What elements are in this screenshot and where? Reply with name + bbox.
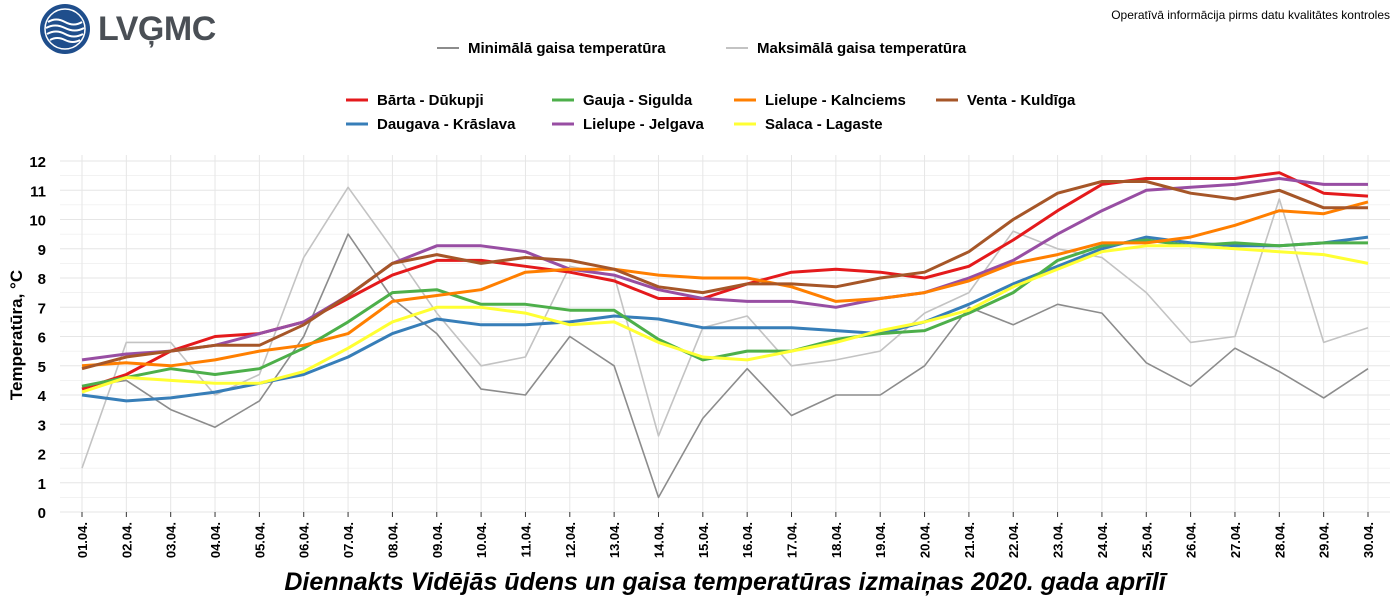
legend-label: Maksimālā gaisa temperatūra [757, 40, 967, 57]
x-tick-label: 09.04. [430, 522, 445, 558]
legend-label: Venta - Kuldīga [967, 92, 1076, 109]
series-line-venta-kuldiga [81, 180, 1368, 371]
grid [60, 155, 1390, 513]
x-tick-label: 28.04. [1272, 522, 1287, 558]
series-line-lielupe-kalnciems [81, 200, 1369, 368]
x-tick-label: 23.04. [1051, 522, 1066, 558]
y-tick-label: 1 [38, 476, 46, 493]
series-line-salaca-lagaste [81, 244, 1369, 394]
x-tick-label: 04.04. [208, 522, 223, 558]
x-tick-label: 18.04. [829, 522, 844, 558]
x-tick-label: 11.04. [518, 522, 533, 557]
y-axis-label: Temperatūra, °C [7, 270, 26, 400]
y-tick-label: 2 [38, 447, 46, 464]
legend-label: Bārta - Dūkupji [377, 92, 484, 109]
air-temperature-lines [81, 186, 1369, 499]
x-tick-label: 01.04. [75, 522, 90, 558]
x-tick-label: 17.04. [785, 522, 800, 558]
x-tick-label: 20.04. [918, 522, 933, 558]
y-tick-label: 7 [38, 300, 46, 317]
y-tick-label: 9 [38, 242, 46, 259]
x-tick-label: 29.04. [1317, 522, 1332, 558]
x-tick-label: 27.04. [1228, 522, 1243, 558]
y-tick-label: 3 [38, 417, 46, 434]
x-tick-label: 22.04. [1006, 522, 1021, 558]
legend-label: Lielupe - Kalnciems [765, 92, 906, 109]
legend-label: Gauja - Sigulda [583, 92, 693, 109]
series-line-lielupe-jelgava [81, 177, 1368, 362]
x-tick-label: 03.04. [164, 522, 179, 558]
y-tick-label: 10 [29, 213, 46, 230]
legend-label: Lielupe - Jelgava [583, 116, 705, 133]
x-tick-label: 06.04. [297, 522, 312, 558]
x-tick-label: 24.04. [1095, 522, 1110, 558]
y-tick-label: 5 [38, 359, 46, 376]
logo-text: LVĢMC [98, 9, 216, 48]
x-tick-label: 14.04. [651, 522, 666, 558]
y-tick-label: 11 [30, 183, 46, 200]
x-tick-label: 15.04. [696, 522, 711, 558]
x-tick-label: 13.04. [607, 522, 622, 558]
x-tick-label: 16.04. [740, 522, 755, 558]
legend: Minimālā gaisa temperatūra Maksimālā gais… [346, 40, 1076, 133]
x-tick-label: 19.04. [873, 522, 888, 558]
x-tick-label: 21.04. [962, 522, 977, 558]
y-tick-label: 6 [38, 330, 46, 347]
y-tick-label: 0 [38, 505, 46, 522]
x-tick-label: 10.04. [474, 522, 489, 558]
x-tick-label: 26.04. [1184, 522, 1199, 558]
x-tick-label: 07.04. [341, 522, 356, 558]
x-tick-label: 30.04. [1361, 522, 1376, 558]
series-line-gauja-sigulda [81, 238, 1368, 388]
x-axis-ticks: 01.04. 02.04. 03.04. 04.04. 05.04. 06.04. 07.0… [75, 512, 1376, 558]
disclaimer-text: Operatīvā informācija pirms datu kvalitā… [1111, 8, 1390, 22]
y-tick-label: 4 [38, 388, 47, 405]
water-temperature-lines [81, 171, 1369, 403]
x-tick-label: 25.04. [1139, 522, 1154, 558]
lvgmc-emblem-icon [40, 4, 90, 54]
chart-title: Diennakts Vidējās ūdens un gaisa tempera… [284, 568, 1167, 596]
y-tick-label: 12 [29, 154, 46, 171]
x-tick-label: 05.04. [252, 522, 267, 558]
series-line-daugava-kraslava [81, 235, 1369, 403]
y-tick-label: 8 [38, 271, 46, 288]
x-tick-label: 08.04. [385, 522, 400, 558]
x-tick-label: 02.04. [119, 522, 134, 558]
legend-label: Minimālā gaisa temperatūra [468, 40, 666, 57]
max-air-temperature-line [81, 186, 1369, 469]
x-tick-label: 12.04. [563, 522, 578, 558]
lvgmc-logo: LVĢMC [38, 2, 216, 56]
legend-label: Salaca - Lagaste [765, 116, 883, 133]
legend-label: Daugava - Krāslava [377, 116, 516, 133]
